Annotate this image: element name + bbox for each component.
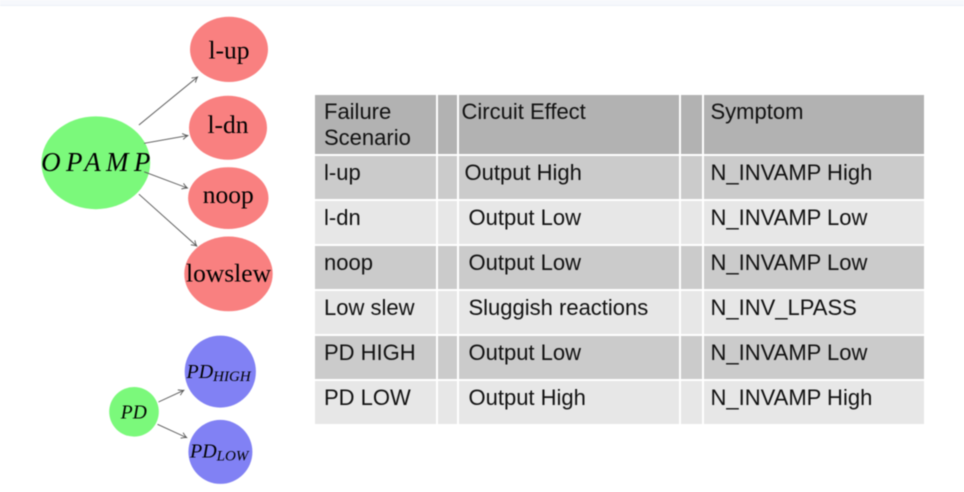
svg-text:l-up: l-up (208, 35, 249, 64)
svg-text:noop: noop (203, 180, 254, 209)
svg-text:PD: PD (120, 403, 147, 424)
svg-text:l-dn: l-dn (207, 110, 248, 139)
svg-text:lowslew: lowslew (186, 259, 272, 288)
svg-text:OPAMP: OPAMP (41, 147, 156, 177)
